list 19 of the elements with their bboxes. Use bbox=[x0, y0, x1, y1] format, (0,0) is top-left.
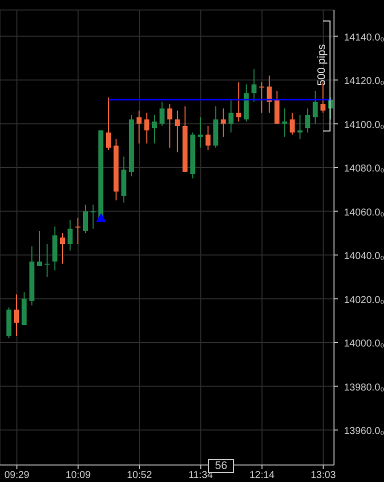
y-tick-label: 13980.0₀ bbox=[344, 382, 384, 394]
annotation: 56 bbox=[215, 460, 228, 472]
y-tick-label: 14120.0₀ bbox=[344, 76, 384, 87]
x-tick-label: 09:29 bbox=[4, 470, 30, 482]
x-tick-label: 10:09 bbox=[66, 470, 92, 482]
y-tick-label: 14060.0₀ bbox=[344, 207, 384, 218]
x-tick-label: 12:14 bbox=[249, 470, 275, 482]
candlestick bbox=[282, 108, 288, 138]
y-tick-label: 14000.0₀ bbox=[344, 338, 384, 350]
y-tick-label: 14040.0₀ bbox=[344, 251, 384, 262]
x-tick-label: 10:52 bbox=[126, 470, 152, 482]
y-tick-label: 13960.0₀ bbox=[344, 426, 384, 437]
y-tick-label: 14140.0₀ bbox=[344, 32, 384, 44]
candlestick bbox=[198, 116, 203, 148]
annotation: 500 pips bbox=[316, 43, 329, 88]
x-tick-label: 13:03 bbox=[310, 470, 336, 482]
y-tick-label: 14020.0₀ bbox=[344, 294, 384, 306]
y-tick-label: 14080.0₀ bbox=[344, 164, 384, 174]
y-tick-label: 14100.0₀ bbox=[344, 120, 384, 131]
